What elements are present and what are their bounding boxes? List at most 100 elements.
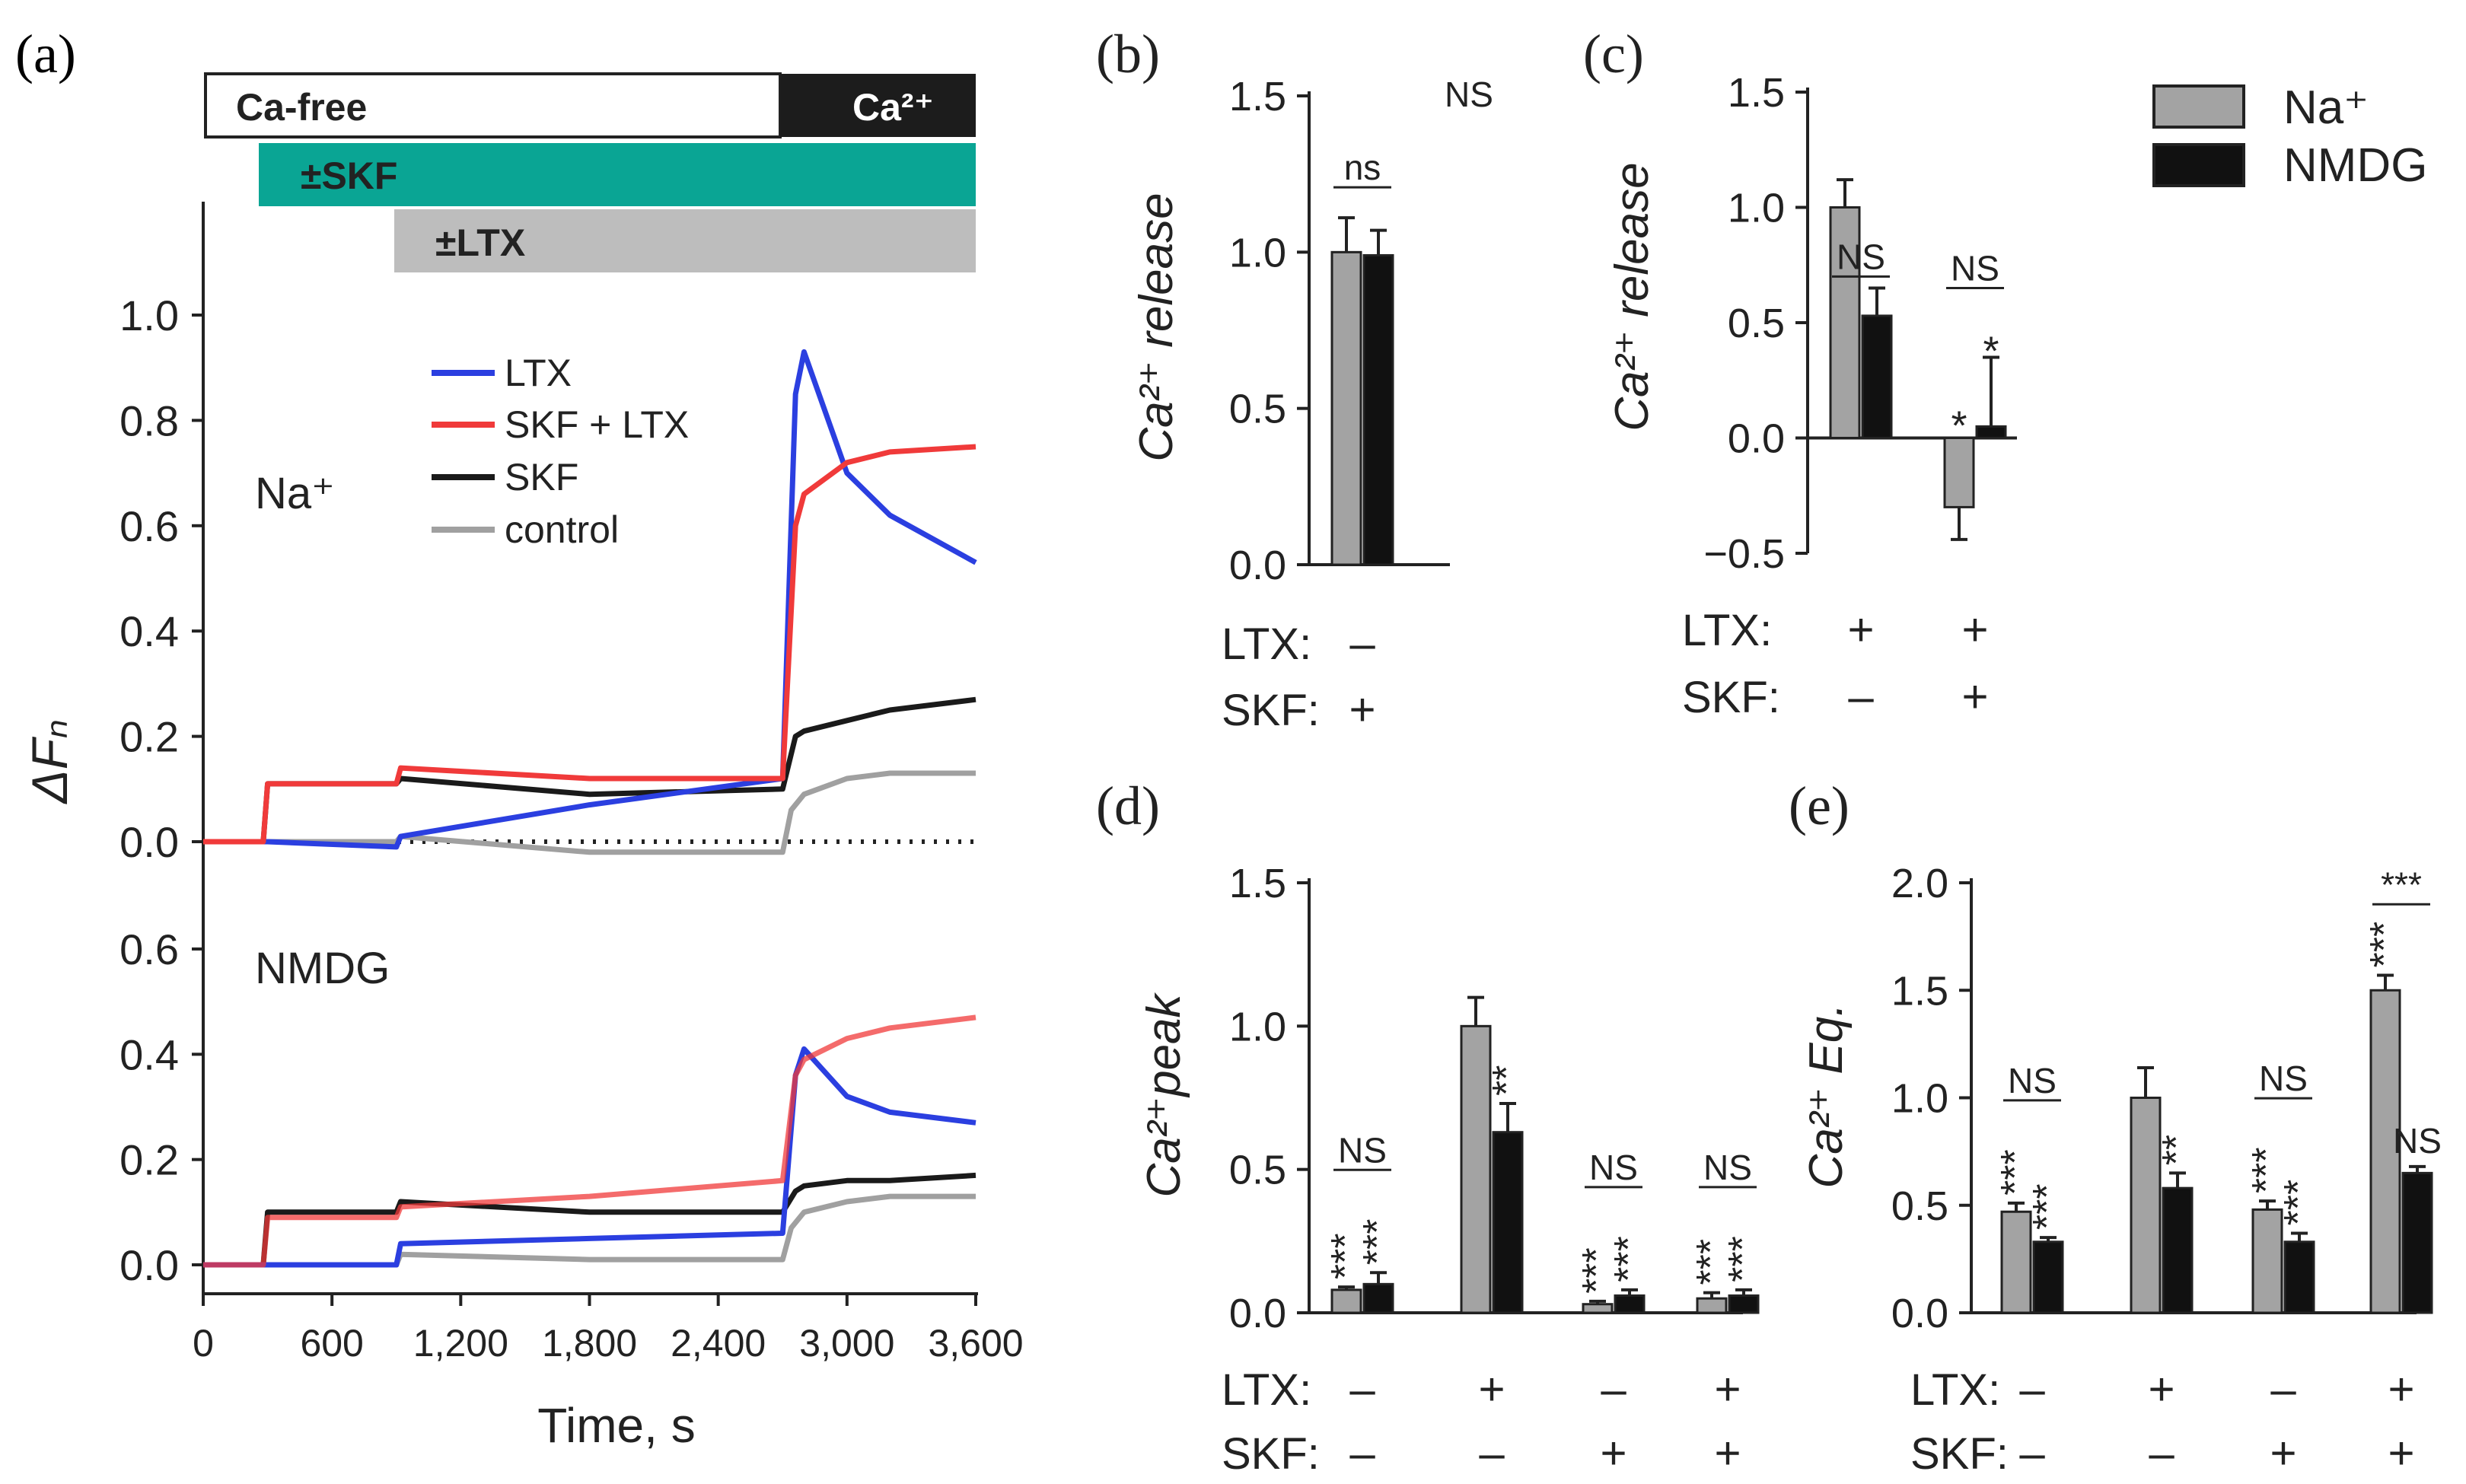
panel-e-ytick-label: 1.0 [1891, 1076, 1948, 1122]
panel-d-ytick-label: 0.0 [1229, 1291, 1286, 1336]
trace-control-bottom [203, 1193, 976, 1268]
legend-skf-ltx-label: SKF + LTX [505, 403, 689, 446]
legend-nmdg-label: NMDG [2283, 139, 2427, 192]
panel-d: (d)0.00.51.01.5Ca²⁺peakLTX:SKF:******NS–… [1096, 775, 1765, 1479]
panel-c-skf-row-label: SKF: [1682, 673, 1780, 722]
bar-d-nmdg-g3 [1728, 1294, 1760, 1314]
bar-b-nmdg-g0 [1362, 253, 1394, 566]
panel-d-label: (d) [1096, 775, 1160, 836]
bar-d-na-g1 [1460, 1024, 1492, 1314]
a-ytick-top-label: 0.0 [119, 818, 179, 866]
skf-sign-e-g2: + [2270, 1428, 2296, 1479]
ltx-bar [394, 209, 976, 272]
sig-e-nmdg-g1: ** [2155, 1135, 2199, 1165]
trace-ltx-bottom [203, 1046, 977, 1268]
a-xtick-label: 0 [193, 1322, 214, 1365]
skf-sign-c-g0: – [1848, 671, 1874, 722]
sig-d-na-g3: *** [1689, 1239, 1733, 1285]
a-ytick-top-label: 0.8 [119, 396, 179, 444]
panel-d-ytick-label: 1.5 [1229, 861, 1286, 906]
panel-c-ytick-label: −0.5 [1703, 531, 1785, 577]
ltx-sign-b-g0: – [1349, 618, 1375, 669]
bar-c-nmdg-g0 [1861, 314, 1893, 439]
ltx-sign-c-g1: + [1961, 604, 1988, 655]
panel-e-ytick-label: 0.5 [1891, 1183, 1948, 1229]
panel-a: (a) Ca-free Ca²⁺ ±SKF ±LTX 0.00.20.40.60… [15, 24, 1024, 1453]
ltx-sign-d-g1: + [1478, 1364, 1505, 1415]
panel-c-ytick-label: 0.5 [1728, 301, 1785, 346]
bar-e-na-g3 [2369, 989, 2401, 1314]
pair-label-b-g0: ns [1344, 148, 1381, 187]
a-ylabel: ΔFₙ [21, 719, 78, 805]
panel-e-skf-row-label: SKF: [1910, 1429, 2009, 1479]
a-legend: LTX SKF + LTX SKF control [432, 352, 689, 551]
skf-sign-c-g1: + [1961, 671, 1988, 722]
a-x-ticks: 0 600 1,200 1,800 2,400 3,000 3,600 [193, 1294, 1024, 1365]
ltx-sign-e-g0: – [2019, 1364, 2045, 1415]
ltx-sign-d-g3: + [1714, 1364, 1741, 1415]
pair-label-d-g0: NS [1338, 1130, 1387, 1170]
a-xtick-label: 3,000 [799, 1322, 894, 1365]
panel-d-ltx-row-label: LTX: [1222, 1365, 1311, 1415]
sig-d-nmdg-g0: *** [1356, 1219, 1400, 1266]
bar-e-nmdg-g2 [2283, 1240, 2315, 1314]
bar-d-na-g2 [1582, 1303, 1614, 1314]
ltx-protocol-label: ±LTX [435, 221, 525, 264]
a-xlabel: Time, s [537, 1398, 695, 1453]
panel-e-ylabel: Ca²⁺ Eq. [1800, 1004, 1853, 1189]
ltx-sign-e-g2: – [2270, 1364, 2296, 1415]
ltx-sign-d-g0: – [1349, 1364, 1375, 1415]
a-ytick-bottom-label: 0.4 [119, 1030, 179, 1078]
trace-skf-ltx-bottom [203, 1014, 977, 1268]
panel-b: (b) 0.0 0.5 1.0 1.5 Ca²⁺ release LTX: SKF: ns – + N… [1096, 24, 1493, 735]
skf-sign-d-g3: + [1714, 1428, 1741, 1479]
bar-e-na-g0 [2000, 1210, 2032, 1314]
panel-d-ytick-label: 1.0 [1229, 1004, 1286, 1049]
panel-d-ytick-label: 0.5 [1229, 1148, 1286, 1193]
a-trace-lines [203, 349, 977, 1268]
skf-sign-d-g2: + [1600, 1428, 1626, 1479]
bar-c-na-g1 [1943, 437, 1975, 508]
skf-protocol-label: ±SKF [301, 154, 397, 197]
bar-e-nmdg-g3 [2401, 1171, 2433, 1314]
ltx-sign-c-g0: + [1847, 604, 1874, 655]
skf-bar [259, 143, 976, 206]
a-label-na: Na⁺ [255, 469, 335, 518]
pair-label-c-g1: NS [1951, 249, 1999, 288]
skf-sign-d-g1: – [1479, 1428, 1505, 1479]
pair-label-e-g2: NS [2259, 1059, 2308, 1098]
panel-b-ytick-label: 0.0 [1229, 543, 1286, 588]
sig-c-na-g1: * [1951, 403, 1967, 449]
a-xtick-label: 1,200 [413, 1322, 508, 1365]
legend-skf-label: SKF [505, 456, 578, 498]
panel-e-ytick-label: 0.0 [1891, 1291, 1948, 1336]
a-ytick-top-label: 0.4 [119, 607, 179, 655]
sig-e-na-g3: *** [2362, 922, 2407, 968]
sig-e-na-g2: *** [2245, 1147, 2289, 1193]
panel-b-ytick-label: 1.5 [1229, 74, 1286, 119]
ltx-sign-e-g1: + [2148, 1364, 2174, 1415]
panel-e-label: (e) [1789, 775, 1850, 836]
sig-d-na-g2: *** [1575, 1247, 1619, 1294]
panel-d-ylabel: Ca²⁺peak [1138, 992, 1190, 1197]
trace-skf-top [203, 696, 977, 845]
sig-d-nmdg-g1: ** [1485, 1065, 1529, 1096]
a-ytick-top-label: 1.0 [119, 291, 179, 339]
panel-b-skf-row-label: SKF: [1222, 686, 1320, 735]
sig-d-nmdg-g3: *** [1721, 1236, 1765, 1282]
ca-free-bar [204, 72, 782, 139]
pair-label-d-g3: NS [1703, 1148, 1752, 1187]
ca-label: Ca²⁺ [852, 86, 934, 129]
sig-d-na-g0: *** [1324, 1233, 1368, 1279]
panel-c-ytick-label: 0.0 [1728, 416, 1785, 462]
bar-c-na-g0 [1829, 206, 1861, 439]
panel-c-ltx-row-label: LTX: [1682, 606, 1772, 655]
bar-e-nmdg-g0 [2032, 1240, 2064, 1314]
ltx-sign-e-g3: + [2388, 1364, 2414, 1415]
bar-panels: (b) 0.0 0.5 1.0 1.5 Ca²⁺ release LTX: SKF: ns – + N… [1096, 24, 2442, 1479]
sig-e-nmdg-g3: NS [2393, 1121, 2442, 1161]
panel-b-ytick-label: 1.0 [1229, 230, 1286, 275]
skf-sign-b-g0: + [1349, 684, 1375, 735]
pair-label-e-g3: *** [2381, 865, 2422, 904]
legend-na-swatch [2152, 84, 2245, 129]
